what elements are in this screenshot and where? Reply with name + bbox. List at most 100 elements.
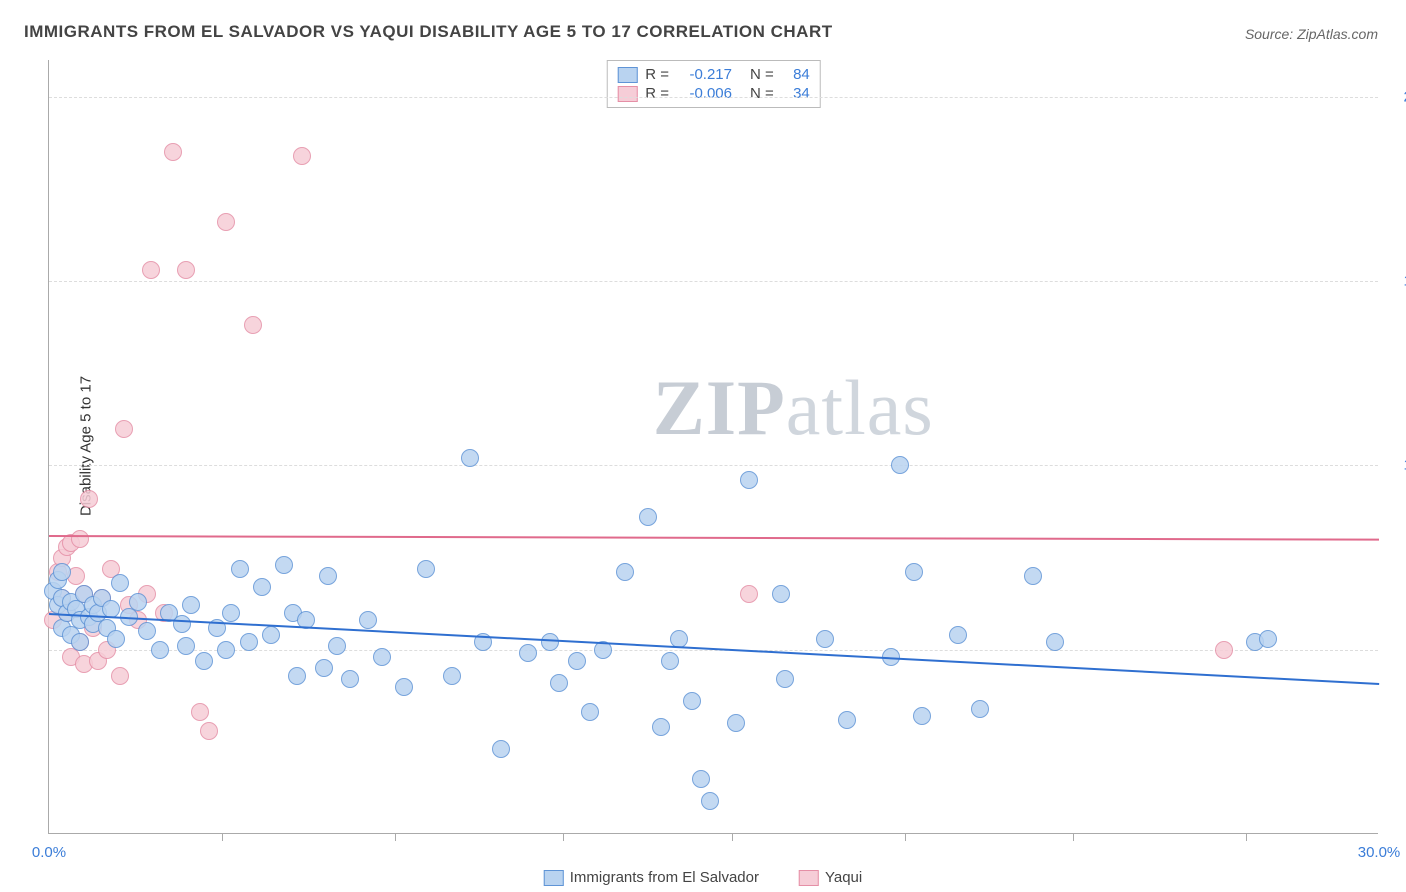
data-point [816, 630, 834, 648]
data-point [701, 792, 719, 810]
data-point [1046, 633, 1064, 651]
data-point [661, 652, 679, 670]
data-point [177, 261, 195, 279]
data-point [550, 674, 568, 692]
r-value: -0.217 [677, 66, 732, 83]
stats-row: R =-0.217N =84 [617, 65, 810, 84]
data-point [443, 667, 461, 685]
trend-line [49, 535, 1379, 541]
source-name: ZipAtlas.com [1297, 26, 1378, 42]
scatter-plot-area: ZIPatlas R =-0.217N =84R =-0.006N =34 5.… [48, 60, 1378, 834]
data-point [138, 622, 156, 640]
y-tick-label: 10.0% [1386, 457, 1406, 474]
data-point [173, 615, 191, 633]
data-point [373, 648, 391, 666]
data-point [461, 449, 479, 467]
data-point [53, 563, 71, 581]
legend-swatch [617, 86, 637, 102]
data-point [244, 316, 262, 334]
x-tick [905, 833, 906, 841]
grid-line [49, 97, 1378, 98]
data-point [1024, 567, 1042, 585]
data-point [652, 718, 670, 736]
watermark-rest: atlas [786, 364, 934, 451]
data-point [275, 556, 293, 574]
data-point [328, 637, 346, 655]
data-point [359, 611, 377, 629]
grid-line [49, 465, 1378, 466]
x-tick-label: 30.0% [1358, 844, 1401, 861]
n-value: 34 [782, 85, 810, 102]
data-point [177, 637, 195, 655]
x-tick [1246, 833, 1247, 841]
legend-label: Immigrants from El Salvador [570, 869, 759, 886]
data-point [692, 770, 710, 788]
data-point [182, 596, 200, 614]
chart-title: IMMIGRANTS FROM EL SALVADOR VS YAQUI DIS… [24, 22, 833, 42]
data-point [949, 626, 967, 644]
y-tick-label: 15.0% [1386, 273, 1406, 290]
r-label: R = [645, 85, 669, 102]
data-point [341, 670, 359, 688]
data-point [905, 563, 923, 581]
data-point [776, 670, 794, 688]
y-tick-label: 20.0% [1386, 88, 1406, 105]
x-tick [732, 833, 733, 841]
data-point [417, 560, 435, 578]
data-point [616, 563, 634, 581]
x-tick-label: 0.0% [32, 844, 66, 861]
r-value: -0.006 [677, 85, 732, 102]
legend-swatch [799, 870, 819, 886]
data-point [772, 585, 790, 603]
source-prefix: Source: [1245, 26, 1297, 42]
data-point [288, 667, 306, 685]
data-point [581, 703, 599, 721]
x-tick [395, 833, 396, 841]
data-point [891, 456, 909, 474]
stats-row: R =-0.006N =34 [617, 84, 810, 103]
data-point [129, 593, 147, 611]
data-point [740, 585, 758, 603]
data-point [740, 471, 758, 489]
data-point [838, 711, 856, 729]
data-point [519, 644, 537, 662]
data-point [293, 147, 311, 165]
grid-line [49, 281, 1378, 282]
correlation-stats-box: R =-0.217N =84R =-0.006N =34 [606, 60, 821, 108]
data-point [71, 633, 89, 651]
data-point [492, 740, 510, 758]
data-point [240, 633, 258, 651]
data-point [80, 490, 98, 508]
data-point [971, 700, 989, 718]
data-point [151, 641, 169, 659]
data-point [568, 652, 586, 670]
n-value: 84 [782, 66, 810, 83]
data-point [1259, 630, 1277, 648]
source-attribution: Source: ZipAtlas.com [1245, 26, 1378, 42]
data-point [115, 420, 133, 438]
x-tick [222, 833, 223, 841]
data-point [727, 714, 745, 732]
watermark: ZIPatlas [653, 363, 934, 453]
data-point [541, 633, 559, 651]
data-point [639, 508, 657, 526]
legend-item: Immigrants from El Salvador [544, 869, 759, 886]
data-point [191, 703, 209, 721]
data-point [222, 604, 240, 622]
legend-swatch [617, 67, 637, 83]
data-point [683, 692, 701, 710]
data-point [111, 667, 129, 685]
data-point [71, 530, 89, 548]
data-point [262, 626, 280, 644]
data-point [107, 630, 125, 648]
data-point [217, 213, 235, 231]
legend-item: Yaqui [799, 869, 862, 886]
data-point [217, 641, 235, 659]
data-point [253, 578, 271, 596]
data-point [1215, 641, 1233, 659]
data-point [111, 574, 129, 592]
data-point [195, 652, 213, 670]
watermark-bold: ZIP [653, 364, 786, 451]
data-point [142, 261, 160, 279]
y-tick-label: 5.0% [1386, 641, 1406, 658]
